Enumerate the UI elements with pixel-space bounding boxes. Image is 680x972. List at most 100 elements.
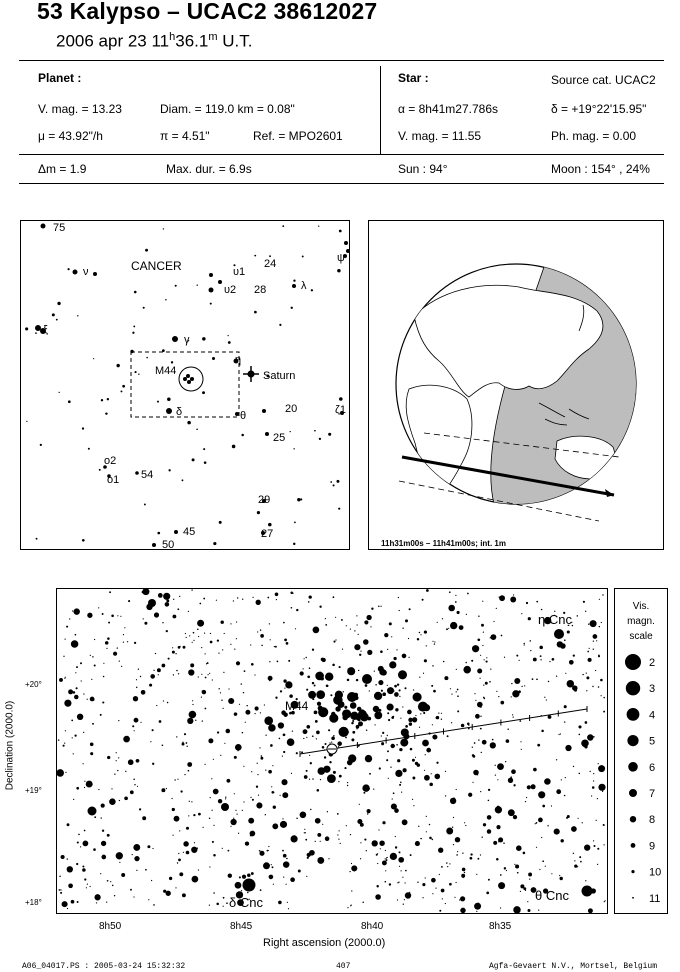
field-star: [497, 763, 504, 770]
field-star: [346, 784, 349, 787]
field-star: [319, 778, 322, 781]
field-star: [309, 754, 311, 756]
star-delta: δ = +19°22'15.95": [551, 102, 647, 116]
field-star: [449, 797, 457, 805]
field-star: [520, 884, 525, 889]
finder-star: [187, 340, 190, 342]
field-star: [76, 713, 84, 721]
field-star: [312, 626, 320, 634]
field-star: [241, 874, 247, 879]
cluster-star: [396, 683, 400, 686]
field-star: [394, 808, 399, 813]
finder-star: [265, 432, 269, 436]
field-star: [109, 591, 112, 594]
field-star: [197, 869, 200, 871]
field-star: [82, 865, 85, 868]
field-star: [107, 637, 110, 640]
field-star: [332, 596, 335, 599]
indonesia-islands: [538, 402, 590, 426]
field-star: [498, 596, 500, 598]
field-star: [362, 901, 364, 904]
delta-mag: Δm = 1.9: [38, 162, 87, 176]
field-star: [118, 757, 120, 759]
field-star: [469, 856, 473, 860]
field-star: [349, 870, 351, 873]
star-alpha: α = 8h41m27.786s: [398, 102, 499, 116]
utc-text: U.T.: [217, 31, 253, 51]
field-star: [512, 814, 518, 820]
cluster-star: [374, 706, 377, 709]
field-star: [494, 806, 503, 814]
field-star: [535, 846, 538, 848]
field-star: [360, 650, 362, 652]
field-star: [86, 883, 88, 885]
field-star: [576, 615, 579, 617]
field-star: [240, 683, 243, 685]
field-star: [485, 660, 488, 663]
field-star: [483, 659, 485, 661]
field-star: [163, 889, 167, 893]
field-star: [106, 833, 110, 837]
magnitude-scale-panel: Vis. magn. scale 2 3 4 5 6 7 8 9 10 11: [614, 588, 668, 914]
field-star: [420, 837, 422, 840]
field-star: [134, 855, 140, 862]
field-star: [161, 663, 166, 668]
field-star: [272, 805, 276, 809]
field-star: [511, 682, 513, 685]
planet-vmag: V. mag. = 13.23: [38, 102, 122, 116]
field-star: [225, 798, 227, 800]
field-star: [63, 655, 65, 657]
field-star: [340, 618, 343, 621]
field-star: [142, 618, 144, 620]
field-star: [440, 888, 445, 893]
field-star: [559, 876, 563, 881]
cluster-star: [329, 761, 332, 764]
field-star: [261, 644, 263, 647]
field-star: [178, 852, 180, 855]
field-star: [276, 660, 279, 663]
field-star: [173, 815, 180, 822]
field-star: [76, 666, 78, 669]
field-star: [375, 853, 378, 856]
field-star: [386, 684, 388, 686]
cluster-star: [409, 747, 413, 751]
field-star: [107, 755, 111, 760]
field-star: [527, 901, 529, 903]
finder-chart: CANCER 75 ν υ1 24 υ2 28 λ ψ ξ γ η M44 Saturn δ θ 20 ζ1 25…: [25, 222, 350, 551]
field-star: [532, 657, 537, 662]
field-star: [66, 858, 69, 860]
field-star: [179, 595, 181, 598]
field-star: [180, 790, 183, 793]
field-star: [431, 838, 434, 841]
field-star: [71, 719, 74, 722]
field-star: [470, 853, 473, 856]
field-star: [225, 796, 227, 798]
finder-label: υ2: [224, 284, 236, 296]
finder-star: [337, 268, 341, 273]
finder-star: [203, 461, 207, 464]
field-star: [407, 709, 412, 715]
field-star: [187, 610, 189, 612]
field-star: [428, 823, 431, 826]
field-star: [286, 857, 288, 860]
field-star: [133, 641, 137, 645]
bright-star: [87, 806, 97, 816]
field-star: [110, 881, 112, 883]
field-star: [164, 602, 170, 607]
field-star: [326, 811, 329, 813]
field-star: [190, 663, 195, 668]
finder-star: [318, 225, 320, 227]
field-star: [133, 717, 139, 723]
field-star: [117, 769, 119, 772]
field-star: [319, 840, 321, 842]
field-star: [132, 696, 139, 702]
field-star: [76, 841, 79, 844]
planet-mu: μ = 43.92"/h: [38, 129, 103, 143]
cluster-star: [306, 688, 309, 691]
finder-star: [81, 427, 85, 430]
field-star: [401, 653, 407, 659]
field-star: [316, 789, 320, 792]
field-star: [596, 798, 599, 800]
field-star: [412, 776, 416, 780]
field-star: [439, 909, 442, 912]
